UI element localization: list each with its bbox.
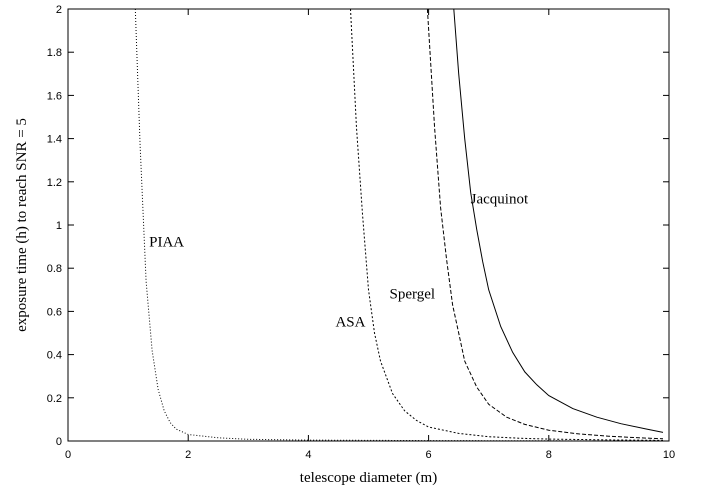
series-line-piaa	[134, 8, 664, 442]
y-tick-label: 1	[56, 220, 62, 232]
axis-ticks: 0 2 4 6 8 10 0 0.2 0.4 0.6 0.8 1 1.2 1.4 1.6 1.8 2	[47, 4, 675, 461]
y-tick-label: 0.8	[47, 263, 62, 275]
y-axis-label: exposure time (h) to reach SNR = 5	[14, 118, 30, 332]
y-tick-label: 0.4	[47, 350, 62, 362]
y-tick-label: 2	[56, 4, 62, 16]
y-tick-label: 0	[56, 436, 62, 448]
y-tick-label: 0.6	[47, 306, 62, 318]
x-axis-label: telescope diameter (m)	[300, 470, 437, 486]
series-layer	[134, 8, 664, 442]
series-line-asa	[350, 8, 664, 441]
annotation-piaa: PIAA	[149, 235, 184, 251]
x-tick-label: 10	[663, 449, 675, 461]
annotation-spergel: Spergel	[390, 286, 436, 302]
plot-frame	[67, 8, 670, 442]
x-tick-label: 8	[546, 449, 552, 461]
y-tick-label: 1.2	[47, 177, 62, 189]
annotation-jacquinot: Jacquinot	[471, 191, 529, 207]
y-tick-label: 1.6	[47, 90, 62, 102]
series-line-jacquinot	[453, 8, 664, 433]
annotation-layer: PIAA ASA Spergel Jacquinot	[149, 191, 529, 330]
x-tick-label: 6	[426, 449, 432, 461]
y-tick-label: 1.4	[47, 134, 62, 146]
y-tick-label: 1.8	[47, 47, 62, 59]
y-tick-label: 0.2	[47, 393, 62, 405]
x-tick-label: 0	[65, 449, 71, 461]
x-tick-label: 4	[305, 449, 311, 461]
series-line-spergel	[426, 8, 664, 440]
annotation-asa: ASA	[335, 315, 365, 331]
x-tick-label: 2	[185, 449, 191, 461]
